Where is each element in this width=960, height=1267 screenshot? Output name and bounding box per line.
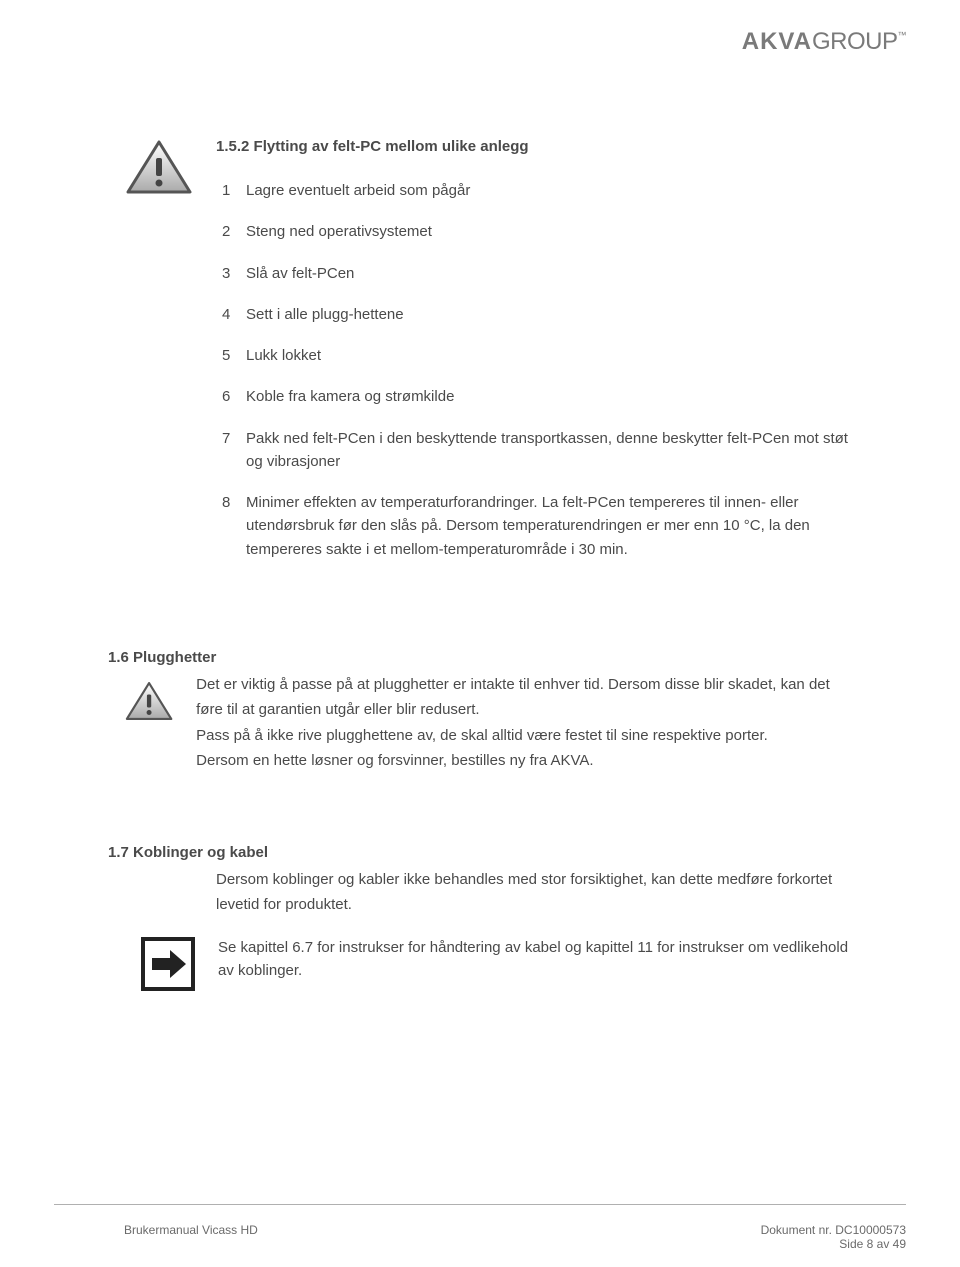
item-num: 1: [222, 179, 234, 202]
list-item: 3 Slå av felt-PCen: [222, 262, 906, 285]
item-num: 2: [222, 220, 234, 243]
item-text: Koble fra kamera og strømkilde: [246, 385, 906, 408]
section-1-6: 1.6 Plugghetter Det er viktig å passe på…: [124, 649, 906, 774]
logo-bold: AKVA: [742, 28, 812, 55]
section-1-7: 1.7 Koblinger og kabel Dersom koblinger …: [124, 844, 906, 992]
section1-body: 1.5.2 Flytting av felt-PC mellom ulike a…: [216, 138, 906, 579]
footer-divider: [54, 1204, 906, 1205]
item-text: Sett i alle plugg-hettene: [246, 303, 906, 326]
item-num: 5: [222, 344, 234, 367]
list-item: 6 Koble fra kamera og strømkilde: [222, 385, 906, 408]
section3-body: Se kapittel 6.7 for instrukser for håndt…: [140, 936, 906, 992]
section3-intro: Dersom koblinger og kabler ikke behandle…: [216, 867, 906, 918]
section2-text: Det er viktig å passe på at plugghetter …: [196, 672, 906, 774]
list-item: 4 Sett i alle plugg-hettene: [222, 303, 906, 326]
footer-right: Dokument nr. DC10000573 Side 8 av 49: [761, 1223, 906, 1251]
company-logo: AKVAGROUP™: [742, 28, 906, 56]
footer-doc-number: Dokument nr. DC10000573: [761, 1223, 906, 1237]
section1-heading: 1.5.2 Flytting av felt-PC mellom ulike a…: [216, 138, 906, 155]
item-text: Lagre eventuelt arbeid som pågår: [246, 179, 906, 202]
item-num: 7: [222, 427, 234, 474]
list-item: 7 Pakk ned felt-PCen i den beskyttende tr…: [222, 427, 906, 474]
warning-icon: [124, 672, 174, 730]
logo-light: GROUP: [812, 28, 898, 55]
section2-heading: 1.6 Plugghetter: [108, 649, 906, 666]
item-text: Slå av felt-PCen: [246, 262, 906, 285]
footer-left: Brukermanual Vicass HD: [124, 1223, 258, 1251]
page-footer: Brukermanual Vicass HD Dokument nr. DC10…: [124, 1223, 906, 1251]
item-num: 6: [222, 385, 234, 408]
footer-page-number: Side 8 av 49: [761, 1237, 906, 1251]
arrow-right-icon: [140, 936, 196, 992]
item-num: 4: [222, 303, 234, 326]
page-content: 1.5.2 Flytting av felt-PC mellom ulike a…: [54, 138, 906, 992]
list-item: 5 Lukk lokket: [222, 344, 906, 367]
item-text: Pakk ned felt-PCen i den beskyttende tra…: [246, 427, 906, 474]
logo-tm: ™: [898, 30, 907, 40]
list-item: 2 Steng ned operativsystemet: [222, 220, 906, 243]
numbered-list: 1 Lagre eventuelt arbeid som pågår 2 Steng…: [222, 179, 906, 561]
section3-heading: 1.7 Koblinger og kabel: [108, 844, 906, 861]
item-num: 3: [222, 262, 234, 285]
section-1-5-2: 1.5.2 Flytting av felt-PC mellom ulike a…: [124, 138, 906, 579]
list-item: 8Minimer effekten av temperaturforandrin…: [222, 491, 906, 561]
item-text: Steng ned operativsystemet: [246, 220, 906, 243]
warning-icon: [124, 138, 194, 196]
item-num: 8: [222, 491, 234, 561]
item-text: Minimer effekten av temperaturforandring…: [246, 491, 906, 561]
section3-text: Se kapittel 6.7 for instrukser for håndt…: [218, 936, 906, 983]
item-text: Lukk lokket: [246, 344, 906, 367]
section2-body: Det er viktig å passe på at plugghetter …: [124, 672, 906, 774]
list-item: 1 Lagre eventuelt arbeid som pågår: [222, 179, 906, 202]
